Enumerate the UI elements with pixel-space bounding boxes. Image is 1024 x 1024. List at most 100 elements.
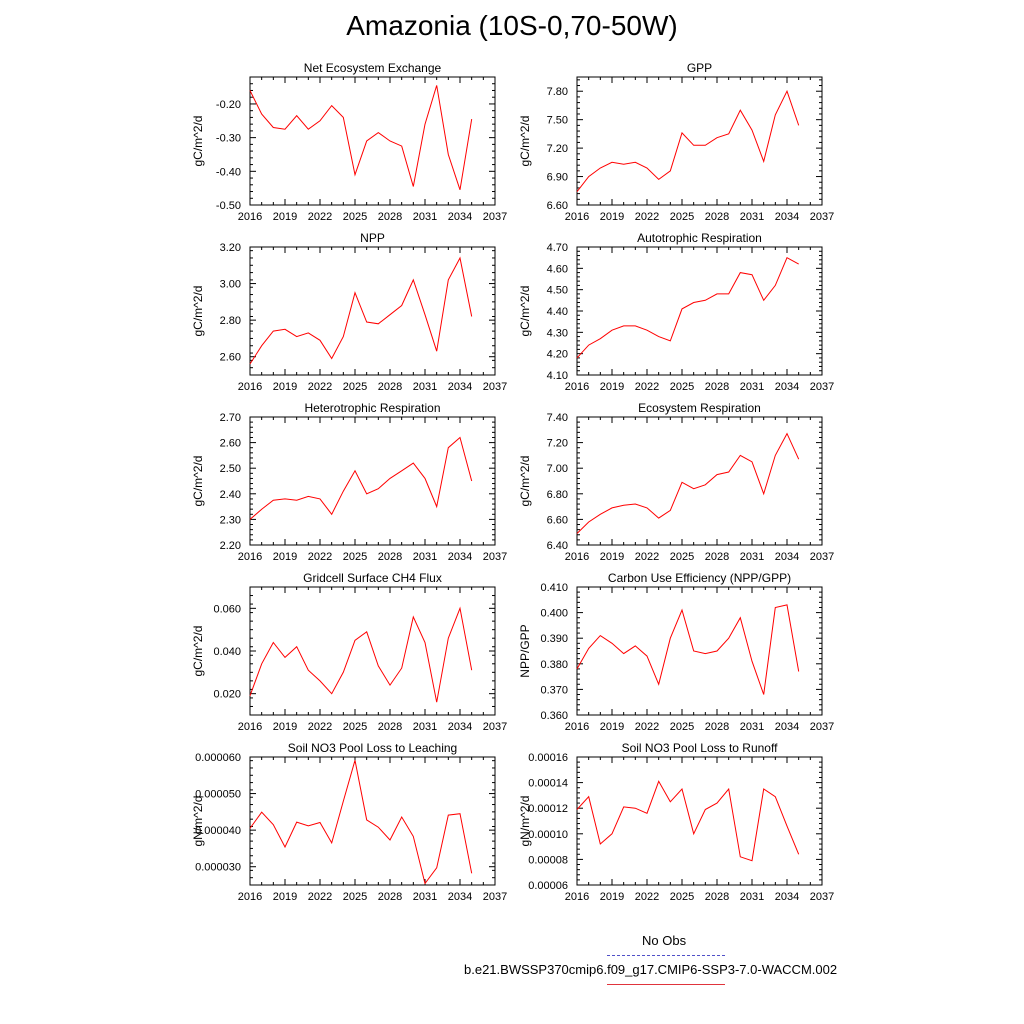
chart-1-ytick-label: -0.30 xyxy=(216,133,241,145)
chart-3-xtick-label: 2025 xyxy=(343,381,367,393)
chart-5-xtick-label: 2037 xyxy=(483,551,507,563)
chart-7-ytick-label: 0.060 xyxy=(213,603,241,615)
chart-9-xtick-label: 2031 xyxy=(413,891,437,903)
chart-4-xtick-label: 2028 xyxy=(705,381,729,393)
chart-3-xtick-label: 2028 xyxy=(378,381,402,393)
chart-9-ytick-label: 0.000040 xyxy=(195,825,241,837)
chart-5-ylabel: gC/m^2/d xyxy=(191,456,205,507)
chart-10-xtick-label: 2037 xyxy=(810,891,834,903)
chart-2-xtick-label: 2025 xyxy=(670,211,694,223)
chart-1-ytick-label: -0.20 xyxy=(216,99,241,111)
chart-7-xtick-label: 2019 xyxy=(273,721,297,733)
chart-5-ytick-label: 2.70 xyxy=(220,412,241,424)
chart-6-xtick-label: 2028 xyxy=(705,551,729,563)
chart-9-xtick-label: 2025 xyxy=(343,891,367,903)
chart-5-ytick-label: 2.60 xyxy=(220,438,241,450)
chart-9-ytick-label: 0.000050 xyxy=(195,789,241,801)
chart-8-ytick-label: 0.400 xyxy=(540,608,568,620)
chart-3-xtick-label: 2037 xyxy=(483,381,507,393)
chart-3-frame xyxy=(249,246,496,376)
chart-7-ylabel: gC/m^2/d xyxy=(191,626,205,677)
chart-3-ytick-label: 2.80 xyxy=(220,315,241,327)
chart-10-xtick-label: 2025 xyxy=(670,891,694,903)
chart-4-ytick-label: 4.20 xyxy=(547,349,568,361)
chart-6-xtick-label: 2037 xyxy=(810,551,834,563)
chart-10-ytick-label: 0.00008 xyxy=(528,854,568,866)
chart-8-xtick-label: 2025 xyxy=(670,721,694,733)
chart-9-xtick-label: 2028 xyxy=(378,891,402,903)
chart-10-ytick-label: 0.00010 xyxy=(528,829,568,841)
chart-6-xtick-label: 2031 xyxy=(740,551,764,563)
chart-1-ytick-label: -0.50 xyxy=(216,200,241,212)
chart-5-xtick-label: 2016 xyxy=(238,551,262,563)
chart-6-frame xyxy=(576,416,823,546)
chart-9-frame xyxy=(249,756,496,886)
chart-9-xtick-label: 2034 xyxy=(448,891,472,903)
chart-8-xtick-label: 2022 xyxy=(635,721,659,733)
chart-5-xtick-label: 2034 xyxy=(448,551,472,563)
chart-5-series-line xyxy=(249,436,473,520)
chart-3-ytick-label: 2.60 xyxy=(220,352,241,364)
chart-5-xtick-label: 2022 xyxy=(308,551,332,563)
chart-10-xtick-label: 2031 xyxy=(740,891,764,903)
chart-1-xtick-label: 2034 xyxy=(448,211,472,223)
chart-8-ytick-label: 0.360 xyxy=(540,710,568,722)
chart-4-series-line xyxy=(576,256,799,359)
chart-2-title: GPP xyxy=(687,61,712,75)
chart-2-ytick-label: 6.90 xyxy=(547,172,568,184)
chart-4-xtick-label: 2034 xyxy=(775,381,799,393)
chart-5-title: Heterotrophic Respiration xyxy=(304,401,440,415)
chart-3-title: NPP xyxy=(360,231,385,245)
chart-9-ytick-label: 0.000060 xyxy=(195,752,241,764)
chart-4-xtick-label: 2037 xyxy=(810,381,834,393)
chart-10-ytick-label: 0.00014 xyxy=(528,778,568,790)
chart-10-ytick-label: 0.00016 xyxy=(528,752,568,764)
chart-9-title: Soil NO3 Pool Loss to Leaching xyxy=(288,741,457,755)
chart-3-xtick-label: 2031 xyxy=(413,381,437,393)
chart-7-xtick-label: 2016 xyxy=(238,721,262,733)
chart-2-ytick-label: 7.20 xyxy=(547,143,568,155)
chart-6-xtick-label: 2019 xyxy=(600,551,624,563)
chart-4-ytick-label: 4.40 xyxy=(547,306,568,318)
chart-4-ytick-label: 4.60 xyxy=(547,263,568,275)
chart-6-xtick-label: 2016 xyxy=(565,551,589,563)
chart-6-ylabel: gC/m^2/d xyxy=(518,456,532,507)
chart-6-title: Ecosystem Respiration xyxy=(638,401,761,415)
chart-3-ylabel: gC/m^2/d xyxy=(191,286,205,337)
chart-5-xtick-label: 2025 xyxy=(343,551,367,563)
chart-9-series-line xyxy=(249,760,473,885)
figure-title: Amazonia (10S-0,70-50W) xyxy=(346,10,678,41)
chart-6-ytick-label: 7.00 xyxy=(547,463,568,475)
chart-6-ytick-label: 6.40 xyxy=(547,540,568,552)
chart-1-ylabel: gC/m^2/d xyxy=(191,116,205,167)
chart-7-xtick-label: 2037 xyxy=(483,721,507,733)
chart-7-xtick-label: 2034 xyxy=(448,721,472,733)
chart-8-ylabel: NPP/GPP xyxy=(518,624,532,677)
chart-4-ytick-label: 4.10 xyxy=(547,370,568,382)
chart-2-ytick-label: 7.80 xyxy=(547,86,568,98)
chart-2-xtick-label: 2016 xyxy=(565,211,589,223)
chart-1-xtick-label: 2037 xyxy=(483,211,507,223)
chart-2-xtick-label: 2028 xyxy=(705,211,729,223)
chart-6-xtick-label: 2025 xyxy=(670,551,694,563)
chart-2-ylabel: gC/m^2/d xyxy=(518,116,532,167)
chart-2-xtick-label: 2019 xyxy=(600,211,624,223)
chart-6-ytick-label: 6.80 xyxy=(547,489,568,501)
chart-4-ytick-label: 4.70 xyxy=(547,242,568,254)
chart-5-ytick-label: 2.20 xyxy=(220,540,241,552)
chart-7-ytick-label: 0.040 xyxy=(213,646,241,658)
chart-10-ylabel: gN/m^2/d xyxy=(518,796,532,847)
chart-4-xtick-label: 2031 xyxy=(740,381,764,393)
chart-9-xtick-label: 2016 xyxy=(238,891,262,903)
chart-3-ytick-label: 3.20 xyxy=(220,242,241,254)
chart-5-ytick-label: 2.50 xyxy=(220,463,241,475)
chart-6-ytick-label: 7.40 xyxy=(547,412,568,424)
chart-4-ytick-label: 4.50 xyxy=(547,285,568,297)
chart-2-series-line xyxy=(576,89,800,193)
chart-3-ytick-label: 3.00 xyxy=(220,279,241,291)
chart-8-ytick-label: 0.370 xyxy=(540,684,568,696)
chart-6-series-line xyxy=(576,432,800,534)
chart-5-xtick-label: 2028 xyxy=(378,551,402,563)
chart-8-xtick-label: 2028 xyxy=(705,721,729,733)
chart-4-xtick-label: 2016 xyxy=(565,381,589,393)
